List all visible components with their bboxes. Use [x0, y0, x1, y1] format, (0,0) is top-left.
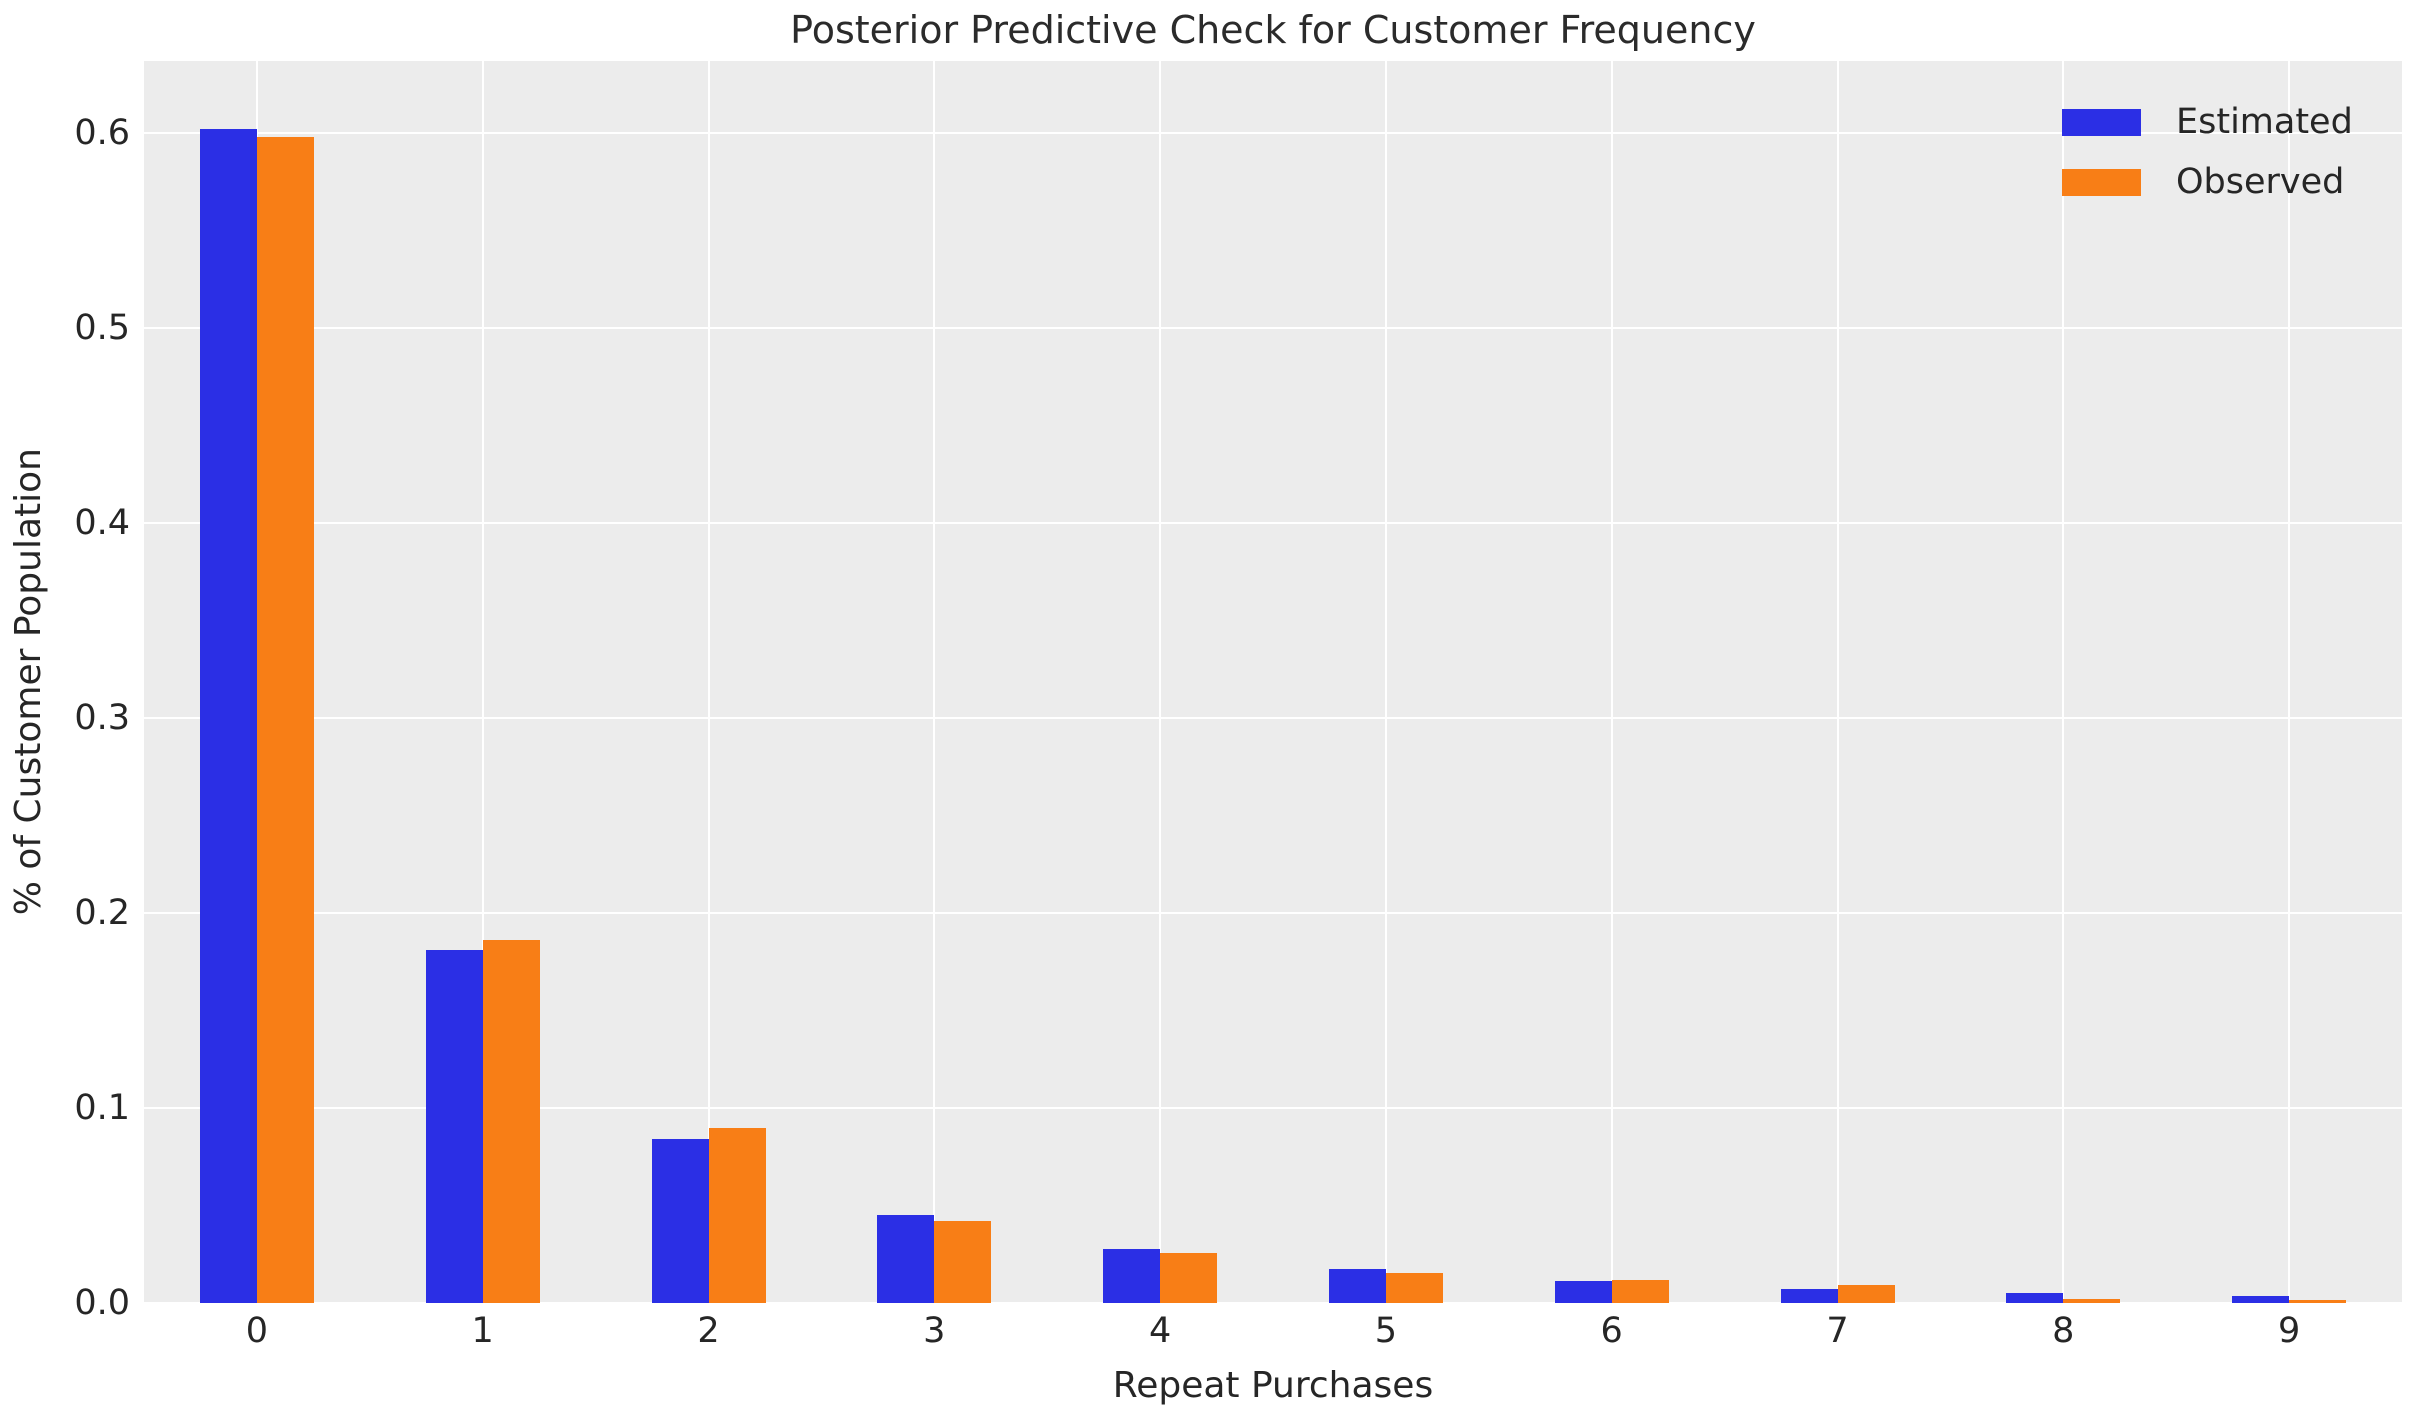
h-gridline: [144, 132, 2402, 135]
y-tick-label: 0.3: [74, 698, 130, 739]
y-tick-label: 0.1: [74, 1088, 130, 1129]
v-gridline: [482, 61, 484, 1303]
v-gridline: [1159, 61, 1161, 1303]
h-gridline: [144, 717, 2402, 720]
x-tick-label: 0: [245, 1311, 269, 1351]
v-gridline: [2062, 61, 2064, 1303]
bar-estimated-4: [1103, 1249, 1160, 1303]
bar-observed-4: [1160, 1253, 1217, 1303]
bar-observed-3: [934, 1221, 991, 1303]
x-tick-label: 1: [471, 1311, 494, 1351]
h-gridline: [144, 912, 2402, 915]
x-tick-label: 8: [2052, 1311, 2075, 1351]
x-tick-label: 9: [2277, 1311, 2301, 1351]
bar-estimated-9: [2232, 1296, 2289, 1303]
legend-entry-observed: Observed: [2062, 161, 2353, 203]
bar-estimated-7: [1781, 1289, 1838, 1303]
y-tick-label: 0.5: [74, 308, 130, 349]
plot-area: Estimated Observed: [144, 61, 2402, 1304]
x-tick-label: 4: [1148, 1311, 1172, 1351]
bar-observed-6: [1612, 1279, 1669, 1303]
x-tick-label: 2: [697, 1311, 720, 1351]
h-gridline: [144, 522, 2402, 525]
x-axis-label: Repeat Purchases: [1112, 1365, 1434, 1406]
h-gridline: [144, 327, 2402, 330]
bar-observed-8: [2063, 1298, 2120, 1303]
h-gridline: [144, 1302, 2402, 1304]
bar-estimated-5: [1329, 1269, 1386, 1303]
legend-swatch: [2062, 108, 2141, 136]
x-tick-label: 7: [1826, 1311, 1849, 1351]
bar-observed-9: [2289, 1300, 2346, 1303]
bar-estimated-0: [200, 129, 257, 1303]
y-tick-label: 0.0: [74, 1283, 130, 1323]
legend: Estimated Observed: [2062, 101, 2353, 203]
v-gridline: [1837, 61, 1839, 1303]
v-gridline: [933, 61, 935, 1303]
v-gridline: [708, 61, 710, 1303]
bar-estimated-2: [652, 1139, 709, 1303]
bar-estimated-8: [2006, 1293, 2063, 1303]
legend-swatch: [2062, 168, 2141, 196]
bar-estimated-1: [426, 950, 483, 1303]
v-gridline: [2288, 61, 2290, 1303]
bar-observed-2: [709, 1127, 766, 1303]
bar-observed-5: [1386, 1273, 1443, 1303]
y-tick-label: 0.2: [74, 893, 130, 934]
legend-entry-estimated: Estimated: [2062, 101, 2353, 143]
bar-estimated-3: [877, 1215, 934, 1303]
y-axis-label: % of Customer Population: [8, 448, 49, 916]
x-tick-label: 5: [1374, 1311, 1398, 1351]
bar-observed-0: [257, 137, 314, 1303]
bar-observed-1: [483, 940, 540, 1303]
legend-label: Observed: [2176, 162, 2345, 202]
y-tick-label: 0.6: [74, 113, 130, 154]
v-gridline: [1611, 61, 1613, 1303]
y-axis-label-wrap: % of Customer Population: [8, 61, 49, 1303]
x-tick-label: 6: [1600, 1311, 1623, 1351]
h-gridline: [144, 1107, 2402, 1110]
chart-title: Posterior Predictive Check for Customer …: [790, 8, 1756, 52]
legend-label: Estimated: [2176, 102, 2353, 142]
bar-estimated-6: [1555, 1280, 1612, 1303]
x-tick-label: 3: [923, 1311, 946, 1351]
v-gridline: [1385, 61, 1387, 1303]
bar-observed-7: [1838, 1285, 1895, 1303]
y-tick-label: 0.4: [74, 503, 130, 544]
